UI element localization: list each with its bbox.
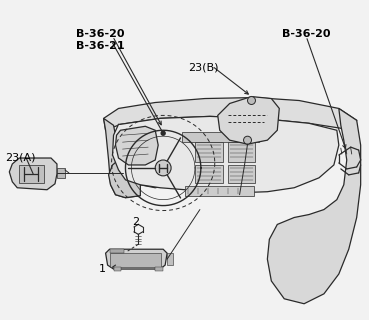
Bar: [110, 249, 124, 253]
Text: 2: 2: [132, 218, 139, 228]
Bar: [57, 168, 65, 178]
Circle shape: [244, 136, 252, 144]
Polygon shape: [106, 249, 167, 269]
Polygon shape: [104, 98, 357, 130]
Bar: [195, 165, 223, 183]
Text: 23(B): 23(B): [188, 63, 218, 73]
Circle shape: [155, 160, 171, 176]
Polygon shape: [9, 158, 57, 190]
Polygon shape: [268, 108, 361, 304]
Bar: [228, 165, 255, 183]
Text: 23(A): 23(A): [6, 152, 36, 162]
Bar: [167, 253, 173, 265]
Polygon shape: [218, 97, 279, 144]
Bar: [155, 267, 163, 271]
Bar: [114, 267, 121, 271]
Polygon shape: [108, 155, 175, 198]
Text: B-36-21: B-36-21: [76, 41, 124, 51]
Text: B-36-20: B-36-20: [282, 29, 331, 39]
Bar: [195, 142, 223, 162]
Polygon shape: [104, 118, 140, 198]
Bar: [182, 132, 259, 142]
Bar: [110, 253, 161, 267]
Bar: [228, 142, 255, 162]
Circle shape: [248, 97, 255, 105]
Bar: [19, 165, 44, 183]
Polygon shape: [115, 126, 158, 165]
Bar: [185, 186, 255, 196]
Circle shape: [161, 131, 165, 135]
Text: B-36-20: B-36-20: [76, 29, 124, 39]
Text: 1: 1: [99, 264, 106, 274]
Polygon shape: [113, 116, 339, 193]
